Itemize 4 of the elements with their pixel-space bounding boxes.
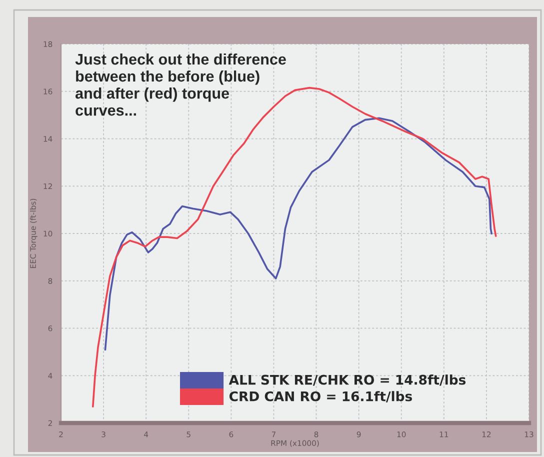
legend-label: ALL STK RE/CHK RO = 14.8ft/lbs	[228, 374, 466, 386]
line-series	[104, 117, 492, 350]
legend-label: CRD CAN RO = 16.1ft/lbs	[229, 391, 412, 402]
annotation: Just check out the difference between the before (blue) and after (red) torque curves...	[75, 53, 286, 116]
